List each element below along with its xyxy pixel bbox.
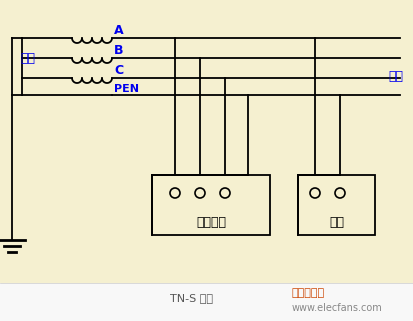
Text: 三相设备: 三相设备 — [195, 216, 225, 230]
Text: 电子发烧友: 电子发烧友 — [291, 288, 324, 298]
Text: C: C — [114, 64, 123, 77]
Bar — [297, 175, 374, 235]
Text: TN-S 系统: TN-S 系统 — [170, 293, 212, 303]
Text: www.elecfans.com: www.elecfans.com — [291, 303, 382, 313]
Text: B: B — [114, 44, 123, 57]
Text: 电源: 电源 — [20, 51, 35, 65]
Text: 负荷: 负荷 — [387, 70, 402, 82]
Bar — [0, 283, 413, 321]
Text: 单相: 单相 — [328, 216, 343, 230]
Bar — [152, 175, 269, 235]
Text: PEN: PEN — [114, 84, 139, 94]
Text: A: A — [114, 24, 123, 37]
